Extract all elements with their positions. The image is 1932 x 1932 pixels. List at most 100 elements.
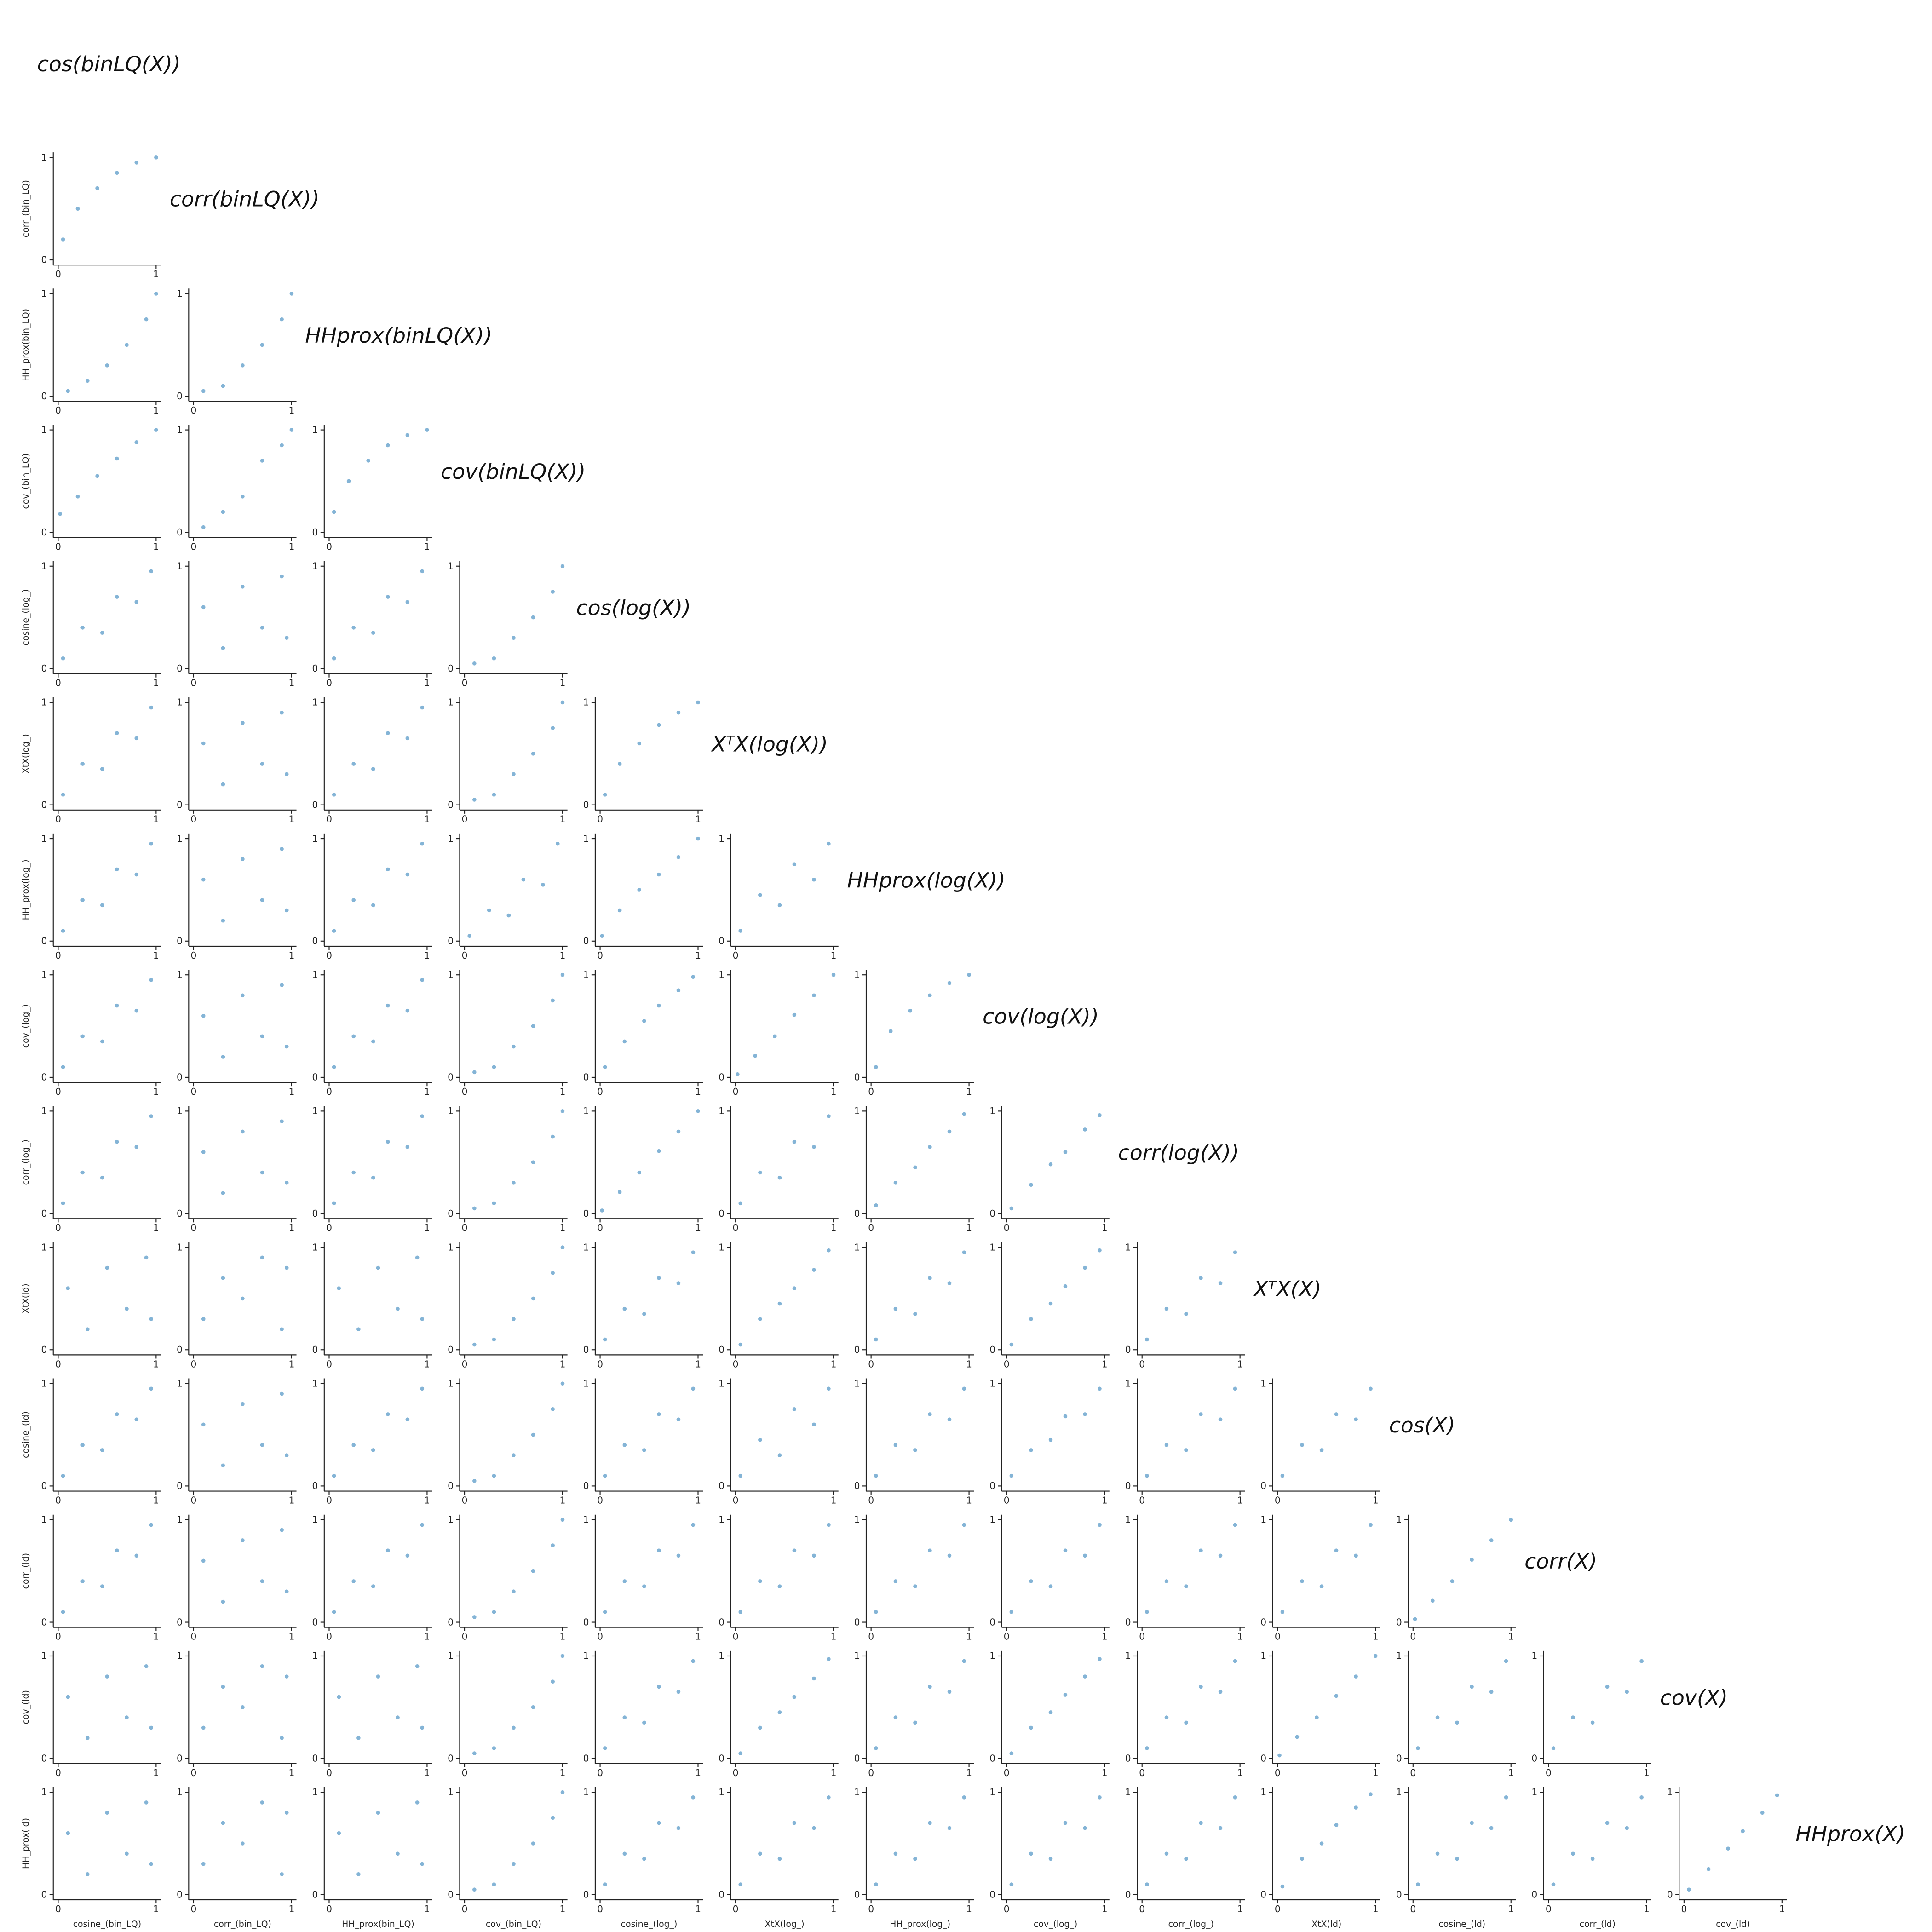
x-tick-label: 1: [288, 950, 294, 961]
point: [115, 595, 119, 599]
point: [221, 384, 225, 388]
x-tick-label: 0: [55, 1222, 61, 1233]
y-tick-label: 0: [854, 1072, 860, 1083]
point: [1760, 1811, 1765, 1815]
point: [1489, 1538, 1494, 1542]
point: [1233, 1659, 1237, 1663]
point: [1334, 1548, 1339, 1552]
y-tick-label: 0: [177, 527, 183, 538]
point: [913, 1448, 917, 1452]
x-tick-label: 1: [1237, 1495, 1243, 1506]
x-tick-label: 0: [55, 1495, 61, 1506]
point: [947, 1417, 952, 1421]
point: [241, 363, 245, 368]
point: [61, 237, 65, 242]
point: [80, 626, 85, 630]
x-tick-label: 1: [424, 1495, 430, 1506]
y-tick-label: 0: [989, 1344, 995, 1355]
x-tick-label: 0: [326, 1222, 332, 1233]
point: [928, 1548, 932, 1552]
x-tick-label: 0: [462, 1222, 468, 1233]
point: [1373, 1654, 1378, 1658]
y-tick-label: 0: [719, 1072, 724, 1083]
x-tick-label: 1: [153, 1767, 159, 1778]
point: [512, 772, 516, 776]
y-tick-label: 0: [989, 1889, 995, 1900]
point: [1098, 1248, 1102, 1253]
point: [385, 1548, 390, 1552]
y-tick-label: 1: [448, 1787, 454, 1798]
point: [201, 1013, 206, 1018]
point: [260, 1664, 264, 1668]
point: [396, 1852, 400, 1856]
x-tick-label: 1: [560, 1358, 566, 1369]
y-tick-label: 0: [177, 799, 183, 810]
y-tick-label: 0: [1396, 1889, 1402, 1900]
y-axis-label: cov_(log_): [21, 1004, 31, 1048]
y-tick-label: 1: [989, 1242, 995, 1253]
point: [758, 1579, 762, 1583]
point: [337, 1695, 341, 1699]
x-tick-label: 1: [288, 1631, 294, 1642]
y-tick-label: 0: [448, 1072, 454, 1083]
point: [149, 569, 154, 574]
y-tick-label: 0: [177, 936, 183, 947]
y-axis-label: cov_(ld): [21, 1690, 31, 1724]
point: [332, 656, 336, 661]
x-tick-label: 1: [695, 1767, 701, 1778]
point: [1199, 1685, 1203, 1689]
y-tick-label: 1: [41, 833, 47, 844]
point: [1416, 1882, 1420, 1886]
x-axis-label: cov_(bin_LQ): [486, 1920, 541, 1929]
x-axis-label: cov_(ld): [1716, 1920, 1750, 1929]
point: [1300, 1857, 1304, 1861]
point: [1164, 1715, 1169, 1719]
point: [385, 867, 390, 872]
diagonal-label: corr(log(X)): [1118, 1141, 1239, 1165]
x-tick-label: 0: [326, 1495, 332, 1506]
point: [100, 1175, 104, 1180]
x-tick-label: 0: [191, 678, 197, 689]
point: [1416, 1746, 1420, 1750]
y-tick-label: 0: [177, 1072, 183, 1083]
point: [134, 161, 139, 165]
y-tick-label: 0: [719, 1753, 724, 1764]
x-tick-label: 0: [191, 814, 197, 825]
x-tick-label: 1: [424, 1767, 430, 1778]
point: [1199, 1412, 1203, 1416]
point: [356, 1327, 361, 1332]
point: [531, 751, 535, 756]
point: [1319, 1448, 1324, 1452]
y-tick-label: 0: [583, 1208, 589, 1219]
x-tick-label: 1: [424, 1086, 430, 1097]
x-tick-label: 1: [1102, 1495, 1108, 1506]
point: [100, 767, 104, 771]
point: [144, 1664, 149, 1668]
y-tick-label: 1: [854, 1514, 860, 1525]
x-tick-label: 1: [831, 1222, 837, 1233]
point: [913, 1720, 917, 1725]
point: [1029, 1579, 1033, 1583]
point: [1625, 1826, 1629, 1830]
x-tick-label: 1: [831, 1767, 837, 1778]
x-tick-label: 0: [462, 1903, 468, 1915]
x-tick-label: 0: [462, 814, 468, 825]
y-tick-label: 1: [1260, 1787, 1266, 1798]
y-tick-label: 1: [312, 833, 318, 844]
x-tick-label: 1: [560, 1222, 566, 1233]
x-tick-label: 0: [1275, 1903, 1281, 1915]
point: [420, 978, 425, 982]
point: [1571, 1852, 1575, 1856]
point: [134, 1145, 139, 1149]
point: [1083, 1674, 1087, 1679]
point: [125, 1306, 129, 1311]
x-tick-label: 0: [462, 1086, 468, 1097]
x-tick-label: 1: [1508, 1903, 1514, 1915]
y-axis-label: XtX(log_): [21, 734, 31, 773]
x-tick-label: 0: [868, 1631, 874, 1642]
point: [1590, 1857, 1595, 1861]
point: [1450, 1579, 1455, 1583]
point: [928, 1821, 932, 1825]
point: [1184, 1311, 1188, 1316]
x-tick-label: 1: [153, 950, 159, 961]
